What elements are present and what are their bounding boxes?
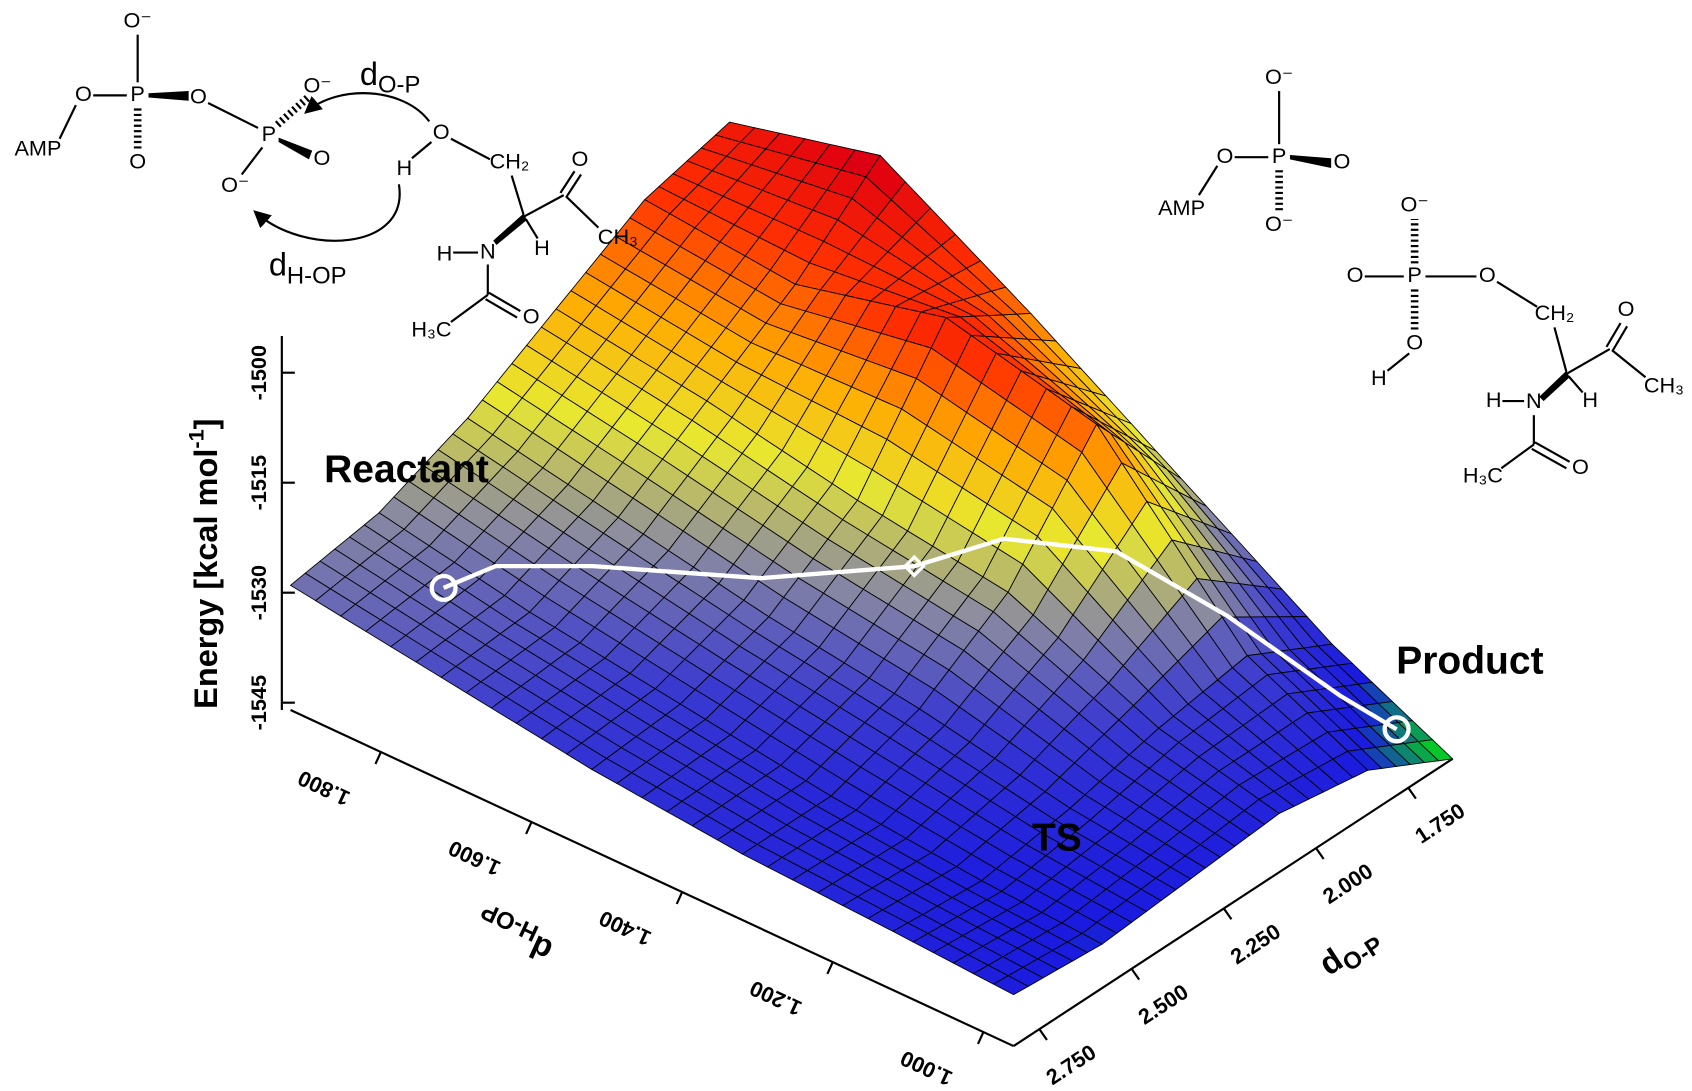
atom: O⁻ bbox=[1265, 211, 1293, 236]
annotation: Reactant bbox=[324, 448, 489, 491]
reactant-structure: O⁻ O P O AMP O P O⁻ O O⁻ O H CH₂ O CH₃ H… bbox=[14, 7, 637, 341]
y-tick bbox=[675, 891, 684, 905]
atom: O bbox=[1572, 454, 1589, 479]
atom: O bbox=[1618, 296, 1635, 321]
atom: O⁻ bbox=[1400, 192, 1428, 217]
z-label-text: Energy [kcal mol bbox=[188, 449, 224, 709]
atom: H bbox=[1582, 387, 1598, 412]
surface bbox=[289, 121, 1454, 996]
atom: P bbox=[1407, 262, 1421, 287]
atom: H₃C bbox=[1463, 463, 1503, 488]
atom: O bbox=[190, 83, 207, 108]
atom: N bbox=[480, 238, 496, 263]
reaction-path bbox=[442, 536, 1398, 732]
atom: O bbox=[1479, 262, 1496, 287]
y-tick bbox=[977, 1031, 985, 1045]
atom: O⁻ bbox=[221, 172, 249, 197]
path-endpoint bbox=[1382, 715, 1411, 744]
distance-label: dO-P bbox=[360, 55, 420, 99]
atom: P bbox=[262, 121, 276, 146]
path-endpoint bbox=[429, 573, 458, 603]
x-tick-label: 2.500 bbox=[1134, 979, 1193, 1030]
atom: CH₂ bbox=[1535, 300, 1575, 325]
x-tick bbox=[1130, 968, 1141, 981]
surface-cell bbox=[992, 975, 1030, 996]
x-tick-label: 2.250 bbox=[1226, 919, 1285, 970]
distance-symbol: d bbox=[269, 246, 287, 282]
z-tick-label: -1545 bbox=[246, 675, 271, 730]
x-tick bbox=[1407, 787, 1417, 800]
x-tick bbox=[1222, 907, 1233, 920]
distance-label: dH-OP bbox=[269, 246, 347, 290]
y-tick-label: 1.000 bbox=[896, 1046, 956, 1086]
z-axis-label: Energy [kcal mol-1] bbox=[183, 419, 224, 709]
atom: O bbox=[1216, 143, 1233, 168]
z-tick-label: -1515 bbox=[246, 455, 271, 510]
annotation: TS bbox=[1032, 816, 1082, 859]
atom: CH₂ bbox=[490, 148, 530, 173]
atom: AMP bbox=[14, 135, 61, 160]
z-tick-label: -1530 bbox=[246, 565, 271, 620]
y-label-sub: H-OP bbox=[477, 897, 542, 947]
y-tick bbox=[826, 961, 834, 975]
y-tick bbox=[374, 751, 382, 765]
annotation: Product bbox=[1396, 640, 1543, 683]
atom: O bbox=[433, 119, 450, 144]
atom: O bbox=[523, 303, 540, 328]
atom: H bbox=[1371, 365, 1387, 390]
atom: O⁻ bbox=[1265, 64, 1293, 89]
x-tick-label: 2.000 bbox=[1318, 858, 1377, 909]
atom: O bbox=[1406, 329, 1423, 354]
atom: O⁻ bbox=[303, 72, 331, 97]
x-tick bbox=[1038, 1028, 1048, 1041]
z-label-end: ] bbox=[188, 419, 224, 430]
x-tick-label: 2.750 bbox=[1041, 1039, 1100, 1086]
atom: O bbox=[572, 146, 589, 171]
axis-line bbox=[1012, 757, 1454, 1047]
z-label-sup: -1 bbox=[183, 429, 208, 448]
atom: H bbox=[1486, 387, 1502, 412]
atom: AMP bbox=[1158, 195, 1205, 220]
transition-state-marker bbox=[902, 554, 926, 578]
atom: H bbox=[437, 240, 453, 265]
atom: O bbox=[1347, 262, 1364, 287]
atom: H bbox=[397, 155, 413, 180]
z-tick-label: -1500 bbox=[246, 345, 271, 400]
y-tick-label: 1.800 bbox=[294, 766, 354, 812]
y-tick-label: 1.600 bbox=[445, 836, 505, 882]
y-tick bbox=[525, 821, 533, 835]
atom: P bbox=[130, 81, 144, 106]
atom: CH₃ bbox=[598, 224, 638, 249]
plot-root: 1.800 1.600 1.400 1.200 1.000 1.750 2.000 2.250… bbox=[14, 7, 1684, 1091]
atom: CH₃ bbox=[1644, 373, 1684, 398]
axis-line bbox=[290, 709, 1014, 1048]
atom: O bbox=[129, 148, 146, 173]
distance-subscript: H-OP bbox=[287, 263, 347, 290]
distance-subscript: O-P bbox=[378, 72, 420, 99]
x-tick bbox=[1315, 847, 1325, 860]
atom: P bbox=[1272, 143, 1286, 168]
x-axis-label: dO-P bbox=[1312, 918, 1388, 989]
atom: H bbox=[534, 235, 550, 260]
atom: O bbox=[1334, 148, 1351, 173]
y-tick-label: 1.200 bbox=[746, 976, 806, 1022]
atom: N bbox=[1526, 388, 1542, 413]
atom: O bbox=[314, 145, 331, 170]
atom: O bbox=[75, 81, 92, 106]
atom: H₃C bbox=[411, 316, 451, 341]
y-axis-label: dH-OP bbox=[470, 897, 560, 970]
atom: O⁻ bbox=[124, 7, 152, 32]
y-tick-label: 1.400 bbox=[595, 906, 655, 952]
distance-symbol: d bbox=[360, 55, 378, 91]
product-structure: O⁻ O P O AMP O⁻ O⁻ O P O O H CH₂ O CH₃ H… bbox=[1158, 64, 1684, 488]
x-tick-label: 1.750 bbox=[1410, 798, 1469, 849]
